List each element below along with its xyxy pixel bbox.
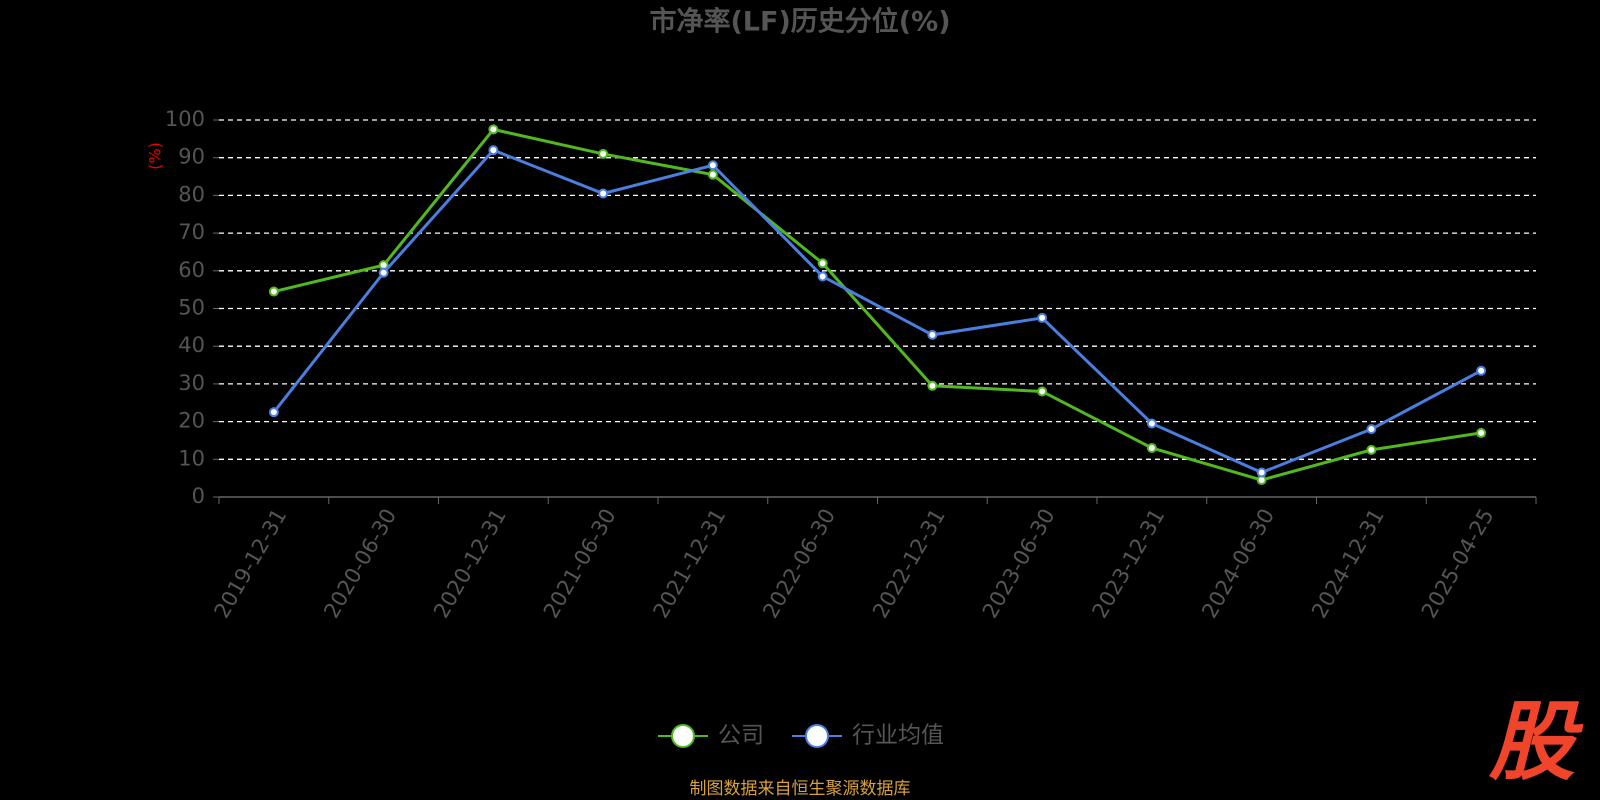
- data-point: [1366, 444, 1377, 455]
- data-point: [1476, 427, 1487, 438]
- data-point: [1146, 418, 1157, 429]
- data-point: [1366, 424, 1377, 435]
- data-point: [488, 145, 499, 156]
- series-line: [273, 127, 1482, 482]
- data-point: [927, 329, 938, 340]
- y-tick-label: 0: [192, 484, 205, 508]
- data-point: [378, 267, 389, 278]
- data-point: [268, 407, 279, 418]
- series-line: [272, 148, 1482, 475]
- data-point: [268, 286, 279, 297]
- data-point: [1037, 386, 1048, 397]
- data-point: [1037, 312, 1048, 323]
- y-tick-label: 80: [178, 182, 205, 206]
- legend-marker: [805, 724, 829, 748]
- y-tick-label: 60: [178, 258, 205, 282]
- legend-label: 行业均值: [852, 723, 944, 749]
- y-tick-label: 70: [178, 220, 205, 244]
- legend-label: 公司: [718, 723, 764, 749]
- data-point: [488, 124, 499, 135]
- y-tick-label: 90: [178, 145, 205, 169]
- data-point: [1256, 467, 1267, 478]
- y-tick-label: 50: [178, 296, 205, 320]
- data-point: [707, 160, 718, 171]
- data-point: [1476, 365, 1487, 376]
- data-point: [927, 380, 938, 391]
- y-tick-label: 100: [165, 107, 205, 131]
- y-tick-label: 40: [178, 333, 205, 357]
- data-point: [598, 148, 609, 159]
- watermark: 股: [1488, 692, 1584, 792]
- y-tick-label: 20: [178, 409, 205, 433]
- source-note: 制图数据来自恒生聚源数据库: [690, 779, 911, 799]
- y-tick-label: 10: [178, 446, 205, 470]
- chart-title: 市净率(LF)历史分位(%): [649, 6, 950, 38]
- data-point: [598, 188, 609, 199]
- data-point: [817, 258, 828, 269]
- data-point: [707, 169, 718, 180]
- data-point: [1146, 442, 1157, 453]
- legend-marker: [671, 724, 695, 748]
- data-point: [817, 271, 828, 282]
- y-tick-label: 30: [178, 371, 205, 395]
- y-axis-label: (%): [146, 142, 165, 170]
